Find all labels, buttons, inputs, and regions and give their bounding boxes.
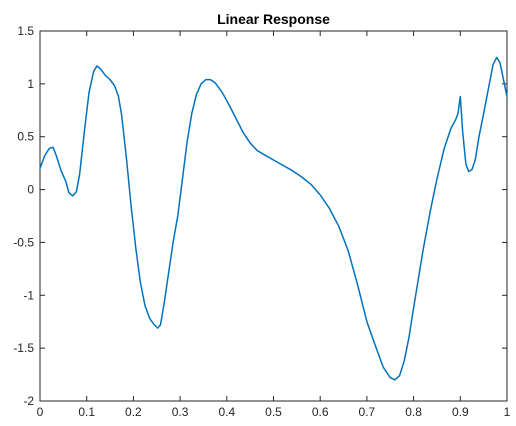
y-tick-label: 0.5 [17, 130, 34, 144]
chart-title: Linear Response [217, 11, 330, 27]
x-tick-label: 1 [504, 405, 511, 419]
series-layer [39, 56, 508, 381]
x-tick-label: 0.9 [452, 405, 469, 419]
y-tick-label: 1.5 [17, 24, 34, 38]
y-tick-label: 0 [27, 183, 34, 197]
x-tick-label: 0.8 [405, 405, 422, 419]
x-tick-label: 0.3 [172, 405, 189, 419]
x-tick-label: 0 [37, 405, 44, 419]
x-tick-label: 0.5 [265, 405, 282, 419]
series-line [39, 56, 508, 381]
y-tick-label: -0.5 [13, 235, 34, 249]
tick-labels: 0 0.1 0.2 0.3 0.4 0.5 0.6 0.7 0.8 0.9 1 1.5 1 0.5 0 -0.… [13, 24, 510, 419]
x-tick-label: 0.7 [359, 405, 376, 419]
tick-marks [39, 30, 508, 402]
y-tick-label: 1 [27, 77, 34, 91]
x-tick-label: 0.1 [78, 405, 95, 419]
x-tick-label: 0.4 [218, 405, 235, 419]
y-tick-label: -1 [23, 288, 34, 302]
y-tick-label: -1.5 [13, 341, 34, 355]
plot-background [40, 31, 507, 401]
x-tick-label: 0.6 [312, 405, 329, 419]
x-tick-label: 0.2 [125, 405, 142, 419]
y-tick-label: -2 [23, 394, 34, 408]
